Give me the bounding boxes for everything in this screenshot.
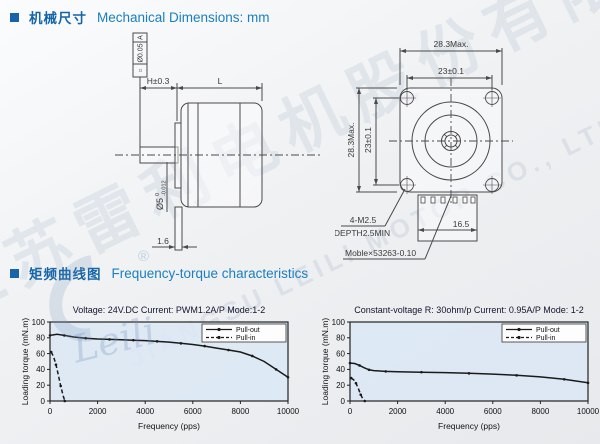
dim-l: L [218, 76, 223, 86]
x-tick-label: 4000 [136, 407, 154, 416]
section-header-mechanical: 机械尺寸 Mechanical Dimensions: mm [10, 7, 270, 27]
y-tick-label: 60 [336, 349, 345, 358]
section-title-en: Frequency-torque characteristics [111, 265, 309, 281]
tolerance-datum: A [138, 35, 145, 40]
front-view-drawing: 28.3Max. 23±0.1 28.3Max. 23±0.1 4-M2.5 D… [335, 39, 513, 260]
y-tick-label: 100 [32, 318, 46, 327]
svg-text:0: 0 [155, 193, 161, 196]
square-bullet-icon [10, 268, 19, 278]
dim-height-max: 28.3Max. [346, 123, 356, 158]
x-tick-label: 8000 [532, 407, 550, 416]
y-tick-label: 0 [341, 397, 346, 406]
y-axis-label: Loading torque (mN.m) [320, 318, 330, 406]
section-title-cn: 矩频曲线图 [29, 267, 102, 282]
x-tick-label: 0 [348, 407, 353, 416]
legend-label: Pull-out [236, 327, 260, 334]
square-bullet-icon [10, 12, 19, 22]
x-tick-label: 2000 [389, 407, 407, 416]
y-tick-label: 40 [336, 365, 345, 374]
x-axis-label: Frequency (pps) [438, 421, 500, 431]
chart-title: Voltage: 24V.DC Current: PWM1.2A/P Mode:… [73, 305, 266, 315]
x-tick-label: 10000 [277, 407, 300, 416]
x-tick-label: 6000 [184, 407, 202, 416]
svg-text:-0.012: -0.012 [162, 180, 168, 196]
series-pull-out [349, 362, 589, 384]
y-tick-label: 20 [36, 381, 45, 390]
x-tick-label: 6000 [484, 407, 502, 416]
series-pull-in [350, 377, 366, 402]
torque-chart-constant-voltage: Constant-voltage R: 30ohm/p Current: 0.9… [320, 305, 600, 431]
torque-chart-pwm: Voltage: 24V.DC Current: PWM1.2A/P Mode:… [20, 305, 300, 431]
legend-label: Pull-in [536, 335, 556, 342]
y-tick-label: 100 [332, 318, 346, 327]
y-axis-label: Loading torque (mN.m) [20, 318, 30, 406]
legend-label: Pull-in [236, 335, 256, 342]
tolerance-symbol: ○ [138, 68, 145, 72]
x-tick-label: 2000 [89, 407, 107, 416]
section-title-cn: 机械尺寸 [29, 11, 87, 26]
side-view-drawing: ○ Ø0.05 A H±0.3 L 1.6 Ø5 0 -0.012 [115, 32, 320, 251]
svg-text:Ø5: Ø5 [155, 198, 165, 210]
y-tick-label: 0 [41, 397, 46, 406]
x-tick-label: 8000 [232, 407, 250, 416]
series-pull-out [49, 333, 289, 378]
x-tick-label: 4000 [436, 407, 454, 416]
connector-part-label: Moble×53263-0.10 [345, 248, 416, 258]
chart-title: Constant-voltage R: 30ohm/p Current: 0.9… [354, 305, 583, 315]
y-tick-label: 80 [36, 334, 45, 343]
y-tick-label: 80 [336, 334, 345, 343]
tolerance-value: Ø0.05 [138, 43, 145, 62]
section-header-torque: 矩频曲线图 Frequency-torque characteristics [10, 263, 308, 283]
x-tick-label: 0 [48, 407, 53, 416]
y-tick-label: 20 [336, 381, 345, 390]
y-tick-label: 40 [36, 365, 45, 374]
dim-shaft-diameter: Ø5 0 -0.012 [155, 180, 168, 210]
dim-flange-thickness: 1.6 [157, 236, 169, 246]
screw-spec-label: 4-M2.5 [350, 215, 377, 225]
x-tick-label: 10000 [577, 407, 600, 416]
dim-connector-width: 16.5 [453, 219, 470, 229]
dim-width-max: 28.3Max. [434, 39, 469, 49]
dim-h: H±0.3 [147, 76, 170, 86]
screw-depth-label: DEPTH2.5MIN [335, 228, 390, 238]
legend-label: Pull-out [536, 327, 560, 334]
dim-hole-span-vertical: 23±0.1 [363, 127, 373, 153]
y-tick-label: 60 [36, 349, 45, 358]
section-title-en: Mechanical Dimensions: mm [97, 9, 270, 25]
x-axis-label: Frequency (pps) [138, 421, 200, 431]
dim-hole-span-horizontal: 23±0.1 [438, 66, 464, 76]
